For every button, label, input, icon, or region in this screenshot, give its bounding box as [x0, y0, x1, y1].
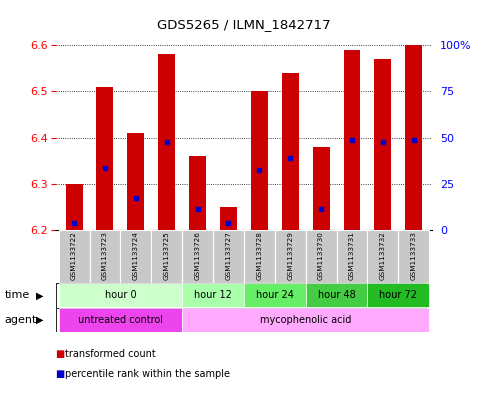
Bar — [158, 54, 175, 230]
Text: hour 24: hour 24 — [256, 290, 294, 300]
Text: time: time — [5, 290, 30, 300]
Text: hour 12: hour 12 — [194, 290, 232, 300]
Bar — [66, 184, 83, 230]
Bar — [128, 133, 144, 230]
Text: ▶: ▶ — [36, 290, 43, 300]
Bar — [58, 308, 182, 332]
Text: GSM1133722: GSM1133722 — [71, 231, 77, 280]
Text: percentile rank within the sample: percentile rank within the sample — [65, 369, 230, 379]
Bar — [244, 283, 306, 307]
Text: GSM1133731: GSM1133731 — [349, 231, 355, 280]
Text: GSM1133724: GSM1133724 — [133, 231, 139, 280]
Text: GSM1133725: GSM1133725 — [164, 231, 170, 280]
Text: ▶: ▶ — [36, 315, 43, 325]
Text: untreated control: untreated control — [78, 315, 163, 325]
Bar — [398, 230, 429, 283]
Text: hour 0: hour 0 — [105, 290, 136, 300]
Text: hour 48: hour 48 — [318, 290, 355, 300]
Text: GSM1133729: GSM1133729 — [287, 231, 293, 280]
Bar — [313, 147, 329, 230]
Bar — [337, 230, 368, 283]
Text: GSM1133732: GSM1133732 — [380, 231, 386, 280]
Text: GSM1133723: GSM1133723 — [102, 231, 108, 280]
Bar — [151, 230, 182, 283]
Text: ■: ■ — [56, 349, 65, 359]
Text: agent: agent — [5, 315, 37, 325]
Text: GSM1133726: GSM1133726 — [195, 231, 200, 280]
Text: hour 72: hour 72 — [379, 290, 417, 300]
Text: GSM1133728: GSM1133728 — [256, 231, 262, 280]
Text: ■: ■ — [56, 369, 65, 379]
Bar — [189, 156, 206, 230]
Text: GSM1133730: GSM1133730 — [318, 231, 324, 280]
Bar — [97, 87, 114, 230]
Bar — [405, 45, 422, 230]
Text: transformed count: transformed count — [65, 349, 156, 359]
Bar — [182, 230, 213, 283]
Bar — [251, 91, 268, 230]
Text: mycophenolic acid: mycophenolic acid — [260, 315, 351, 325]
Bar — [182, 308, 429, 332]
Bar — [368, 283, 429, 307]
Bar — [213, 230, 244, 283]
Bar — [120, 230, 151, 283]
Bar — [58, 283, 182, 307]
Bar — [306, 230, 337, 283]
Bar — [306, 283, 368, 307]
Bar — [343, 50, 360, 230]
Bar — [374, 59, 391, 230]
Bar — [368, 230, 398, 283]
Bar — [182, 283, 244, 307]
Text: GSM1133733: GSM1133733 — [411, 231, 417, 280]
Bar — [89, 230, 120, 283]
Bar — [244, 230, 275, 283]
Text: GDS5265 / ILMN_1842717: GDS5265 / ILMN_1842717 — [157, 18, 331, 31]
Bar — [275, 230, 306, 283]
Bar — [58, 230, 89, 283]
Bar — [220, 207, 237, 230]
Text: GSM1133727: GSM1133727 — [226, 231, 231, 280]
Bar — [282, 73, 298, 230]
